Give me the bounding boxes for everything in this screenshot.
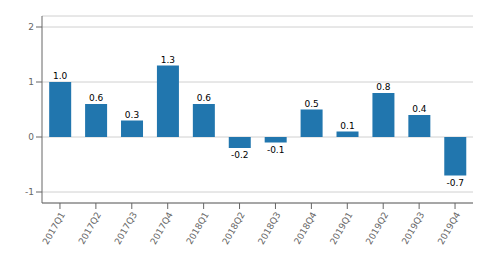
svg-text:0: 0 [28,132,34,142]
svg-text:0.1: 0.1 [340,121,354,131]
svg-text:0.6: 0.6 [89,93,104,103]
svg-text:2019Q2: 2019Q2 [364,210,391,246]
svg-text:0.6: 0.6 [197,93,212,103]
svg-text:2: 2 [28,22,34,32]
svg-text:-1: -1 [25,187,34,197]
svg-text:1: 1 [28,77,34,87]
svg-text:1.0: 1.0 [53,71,68,81]
svg-text:0.3: 0.3 [125,110,139,120]
svg-text:2018Q3: 2018Q3 [256,210,283,246]
svg-text:2019Q1: 2019Q1 [328,210,355,246]
svg-text:2017Q4: 2017Q4 [148,210,175,246]
svg-text:2019Q3: 2019Q3 [400,210,427,246]
svg-text:0.5: 0.5 [304,99,318,109]
svg-text:0.8: 0.8 [376,82,391,92]
svg-text:2017Q1: 2017Q1 [41,210,68,246]
svg-text:2017Q2: 2017Q2 [77,210,104,246]
svg-text:2017Q3: 2017Q3 [113,210,140,246]
svg-text:-0.7: -0.7 [446,178,464,188]
svg-text:0.4: 0.4 [412,104,427,114]
svg-text:2019Q4: 2019Q4 [436,210,463,246]
svg-text:2018Q2: 2018Q2 [220,210,247,246]
svg-text:-0.1: -0.1 [267,145,285,155]
svg-text:2018Q4: 2018Q4 [292,210,319,246]
svg-text:1.3: 1.3 [161,55,175,65]
svg-text:-0.2: -0.2 [231,150,249,160]
svg-text:2018Q1: 2018Q1 [184,210,211,246]
